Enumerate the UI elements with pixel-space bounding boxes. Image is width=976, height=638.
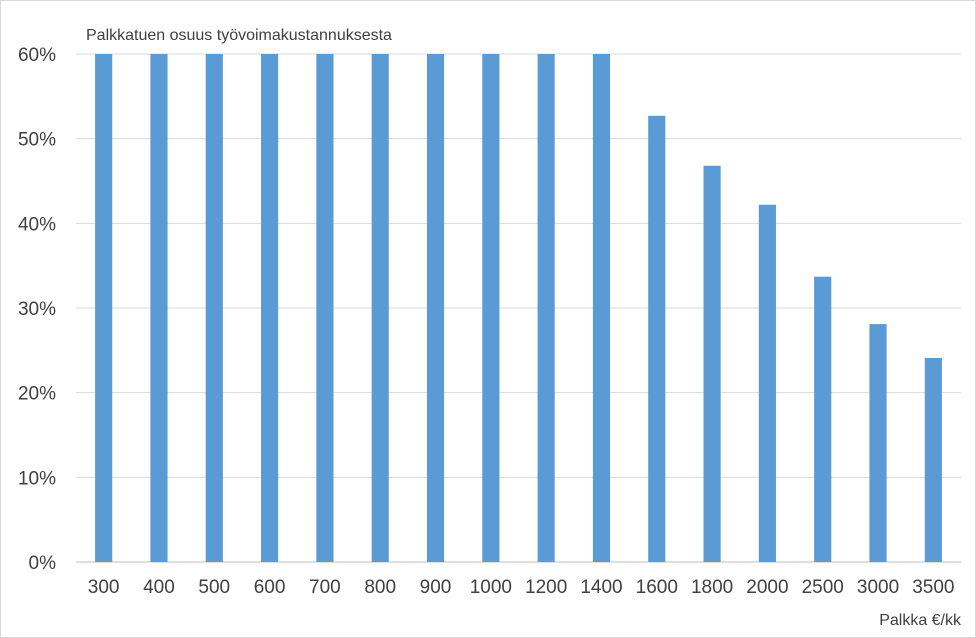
bar [205,54,223,562]
bar [537,54,555,562]
bar [648,115,666,562]
bar [869,324,887,562]
y-tick-label: 10% [18,468,56,489]
y-tick-label: 0% [29,553,57,574]
x-tick-label: 3000 [857,577,899,598]
y-axis-label: Palkkatuen osuus työvoimakustannuksesta [86,27,392,44]
x-tick-label: 3500 [912,577,954,598]
x-tick-label: 500 [198,577,230,598]
bar [95,54,113,562]
y-tick-labels: 0% 10% 20% 30% 40% 50% 60% [18,45,56,574]
y-tick-label: 50% [18,130,56,151]
x-tick-label: 2000 [746,577,788,598]
bar [592,54,611,562]
y-tick-label: 30% [18,299,56,320]
bar [924,357,942,562]
y-tick-label: 40% [18,214,56,235]
bar [316,54,334,562]
bar [814,276,832,562]
bar [426,54,445,562]
gridlines [76,53,961,563]
x-tick-label: 700 [309,577,341,598]
x-tick-labels: 300 400 500 600 700 800 900 1000 1200 1400 1600 180… [88,577,955,598]
bar [482,54,500,562]
bar [150,54,168,562]
x-tick-label: 2500 [802,577,844,598]
bar [758,204,776,562]
x-tick-label: 900 [420,577,452,598]
x-tick-label: 1800 [691,577,733,598]
x-tick-label: 1200 [525,577,567,598]
y-tick-label: 60% [18,45,56,66]
bar [703,165,721,562]
y-tick-label: 20% [18,384,56,405]
x-tick-label: 1000 [470,577,512,598]
x-tick-label: 1600 [636,577,678,598]
bar [371,54,389,562]
x-tick-label: 800 [364,577,396,598]
x-tick-label: 1400 [580,577,622,598]
x-tick-label: 400 [143,577,175,598]
bar [261,54,279,562]
x-tick-label: 300 [88,577,120,598]
bars [95,54,942,562]
x-axis-label: Palkka €/kk [879,612,962,629]
x-tick-label: 600 [254,577,286,598]
